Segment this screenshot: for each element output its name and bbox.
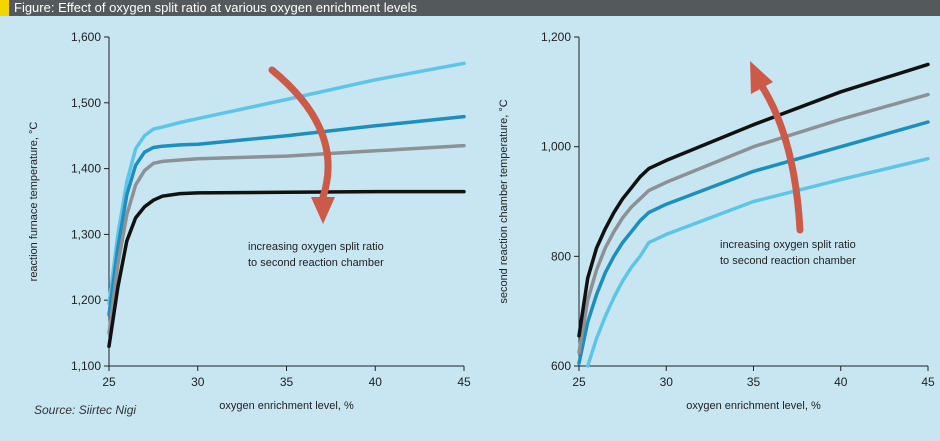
series-line-4 [577, 62, 930, 338]
annotation-arrow [268, 66, 332, 201]
x-tick-label: 30 [660, 375, 674, 389]
source-note: Source: Siirtec Nigi [34, 403, 137, 417]
series-line-3 [577, 92, 930, 355]
series-line-3 [107, 143, 466, 335]
annotation-text: to second reaction chamber [720, 255, 856, 267]
x-tick-label: 45 [457, 375, 471, 389]
y-tick-label: 1,400 [71, 162, 101, 176]
y-tick-label: 1,600 [71, 30, 101, 44]
x-tick-label: 35 [747, 375, 761, 389]
series-line-2 [107, 114, 466, 317]
annotation-text: increasing oxygen split ratio [720, 239, 856, 251]
y-tick-label: 600 [551, 359, 571, 373]
annotation-text: to second reaction chamber [248, 257, 384, 269]
series-line-1 [585, 156, 930, 368]
x-tick-label: 35 [280, 375, 294, 389]
y-axis-label: second reaction chamber temperature, °C [498, 99, 510, 303]
x-axis-label: oxygen enrichment level, % [219, 400, 354, 412]
figure-title-bar: Figure: Effect of oxygen split ratio at … [0, 0, 940, 16]
annotation-arrowhead [750, 61, 773, 94]
x-tick-label: 45 [921, 375, 935, 389]
figure-title: Figure: Effect of oxygen split ratio at … [14, 0, 417, 15]
series-line-2 [577, 120, 930, 366]
x-axis-label: oxygen enrichment level, % [686, 400, 821, 412]
annotation-text: increasing oxygen split ratio [248, 241, 384, 253]
x-tick-label: 25 [102, 375, 116, 389]
y-tick-label: 800 [551, 249, 571, 263]
y-axis-label: reaction furnace temperature, °C [28, 122, 40, 282]
x-tick-label: 40 [834, 375, 848, 389]
y-tick-label: 1,100 [71, 359, 101, 373]
x-tick-label: 25 [572, 375, 586, 389]
chart-1: 1,100 1,200 1,300 1,400 1,500 1,600 25 30 35 40 45… [28, 30, 471, 412]
y-tick-label: 1,000 [541, 140, 571, 154]
series-line-4 [107, 189, 466, 349]
y-tick-label: 1,200 [541, 30, 571, 44]
y-tick-label: 1,500 [71, 96, 101, 110]
annotation-arrowhead [311, 197, 335, 224]
y-tick-label: 1,200 [71, 293, 101, 307]
x-tick-label: 40 [369, 375, 383, 389]
title-accent [0, 0, 9, 16]
chart-2: 600 800 1,000 1,200 25 30 35 40 45 oxygen enrichm… [498, 30, 935, 412]
y-tick-label: 1,300 [71, 227, 101, 241]
annotation-arrow [759, 84, 804, 234]
x-tick-label: 30 [191, 375, 205, 389]
